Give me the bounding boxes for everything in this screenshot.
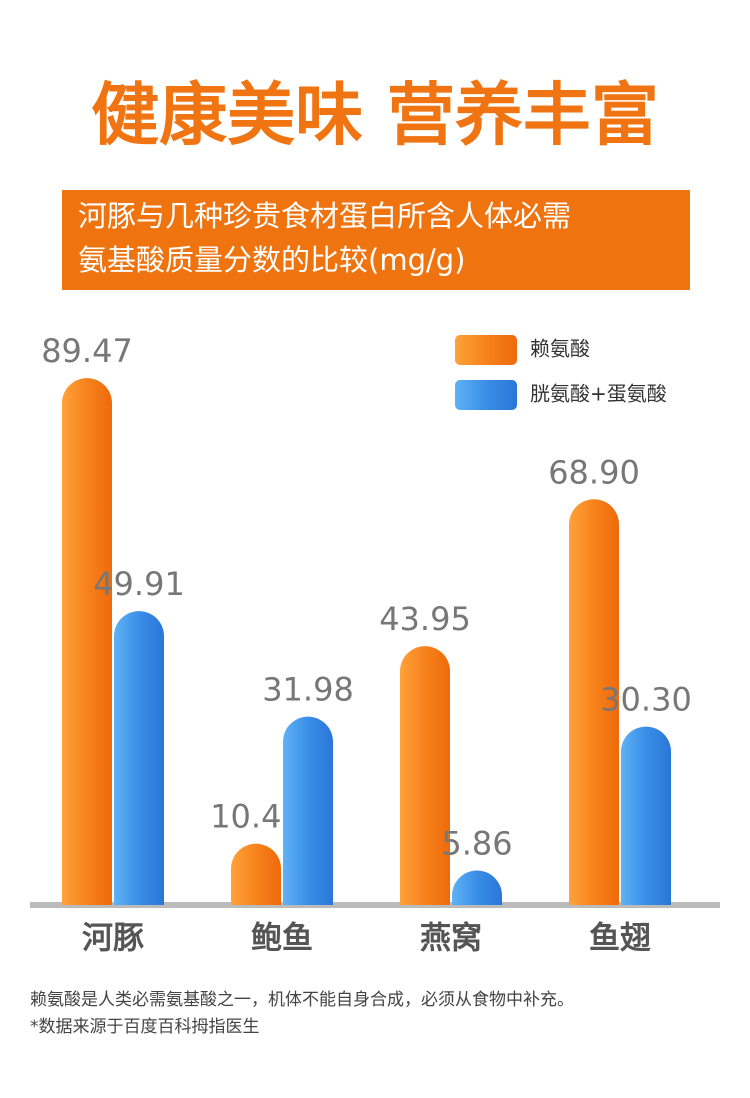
value-label: 30.30	[600, 681, 692, 719]
bar	[400, 646, 450, 905]
bar	[452, 870, 502, 905]
value-label: 5.86	[441, 824, 512, 862]
note: *数据来源于百度百科拇指医生	[30, 1017, 260, 1037]
bar	[114, 611, 164, 905]
x-tick-label: 河豚	[82, 921, 144, 957]
legend-label: 胱氨酸+蛋氨酸	[530, 382, 667, 406]
bar	[283, 716, 333, 905]
title: 健康美味 营养丰富	[91, 77, 659, 156]
bar	[62, 378, 112, 906]
value-label: 49.91	[93, 565, 185, 603]
bar	[621, 726, 671, 905]
legend-swatch	[455, 380, 517, 410]
x-tick-label: 鲍鱼	[251, 921, 313, 957]
value-label: 89.47	[41, 332, 133, 370]
subtitle-line: 氨基酸质量分数的比较(mg/g)	[78, 243, 465, 277]
bar	[569, 499, 619, 905]
baseline	[30, 902, 720, 908]
bar	[231, 843, 281, 905]
note: 赖氨酸是人类必需氨基酸之一，机体不能自身合成，必须从食物中补充。	[30, 990, 574, 1010]
x-tick-label: 鱼翅	[589, 921, 651, 957]
subtitle-banner	[62, 190, 690, 290]
legend-label: 赖氨酸	[530, 337, 590, 361]
value-label: 31.98	[262, 671, 354, 709]
x-tick-label: 燕窝	[420, 921, 482, 957]
value-label: 68.90	[548, 453, 640, 491]
legend-swatch	[455, 335, 517, 365]
subtitle-line: 河豚与几种珍贵食材蛋白所含人体必需	[78, 199, 571, 233]
value-label: 43.95	[379, 600, 471, 638]
